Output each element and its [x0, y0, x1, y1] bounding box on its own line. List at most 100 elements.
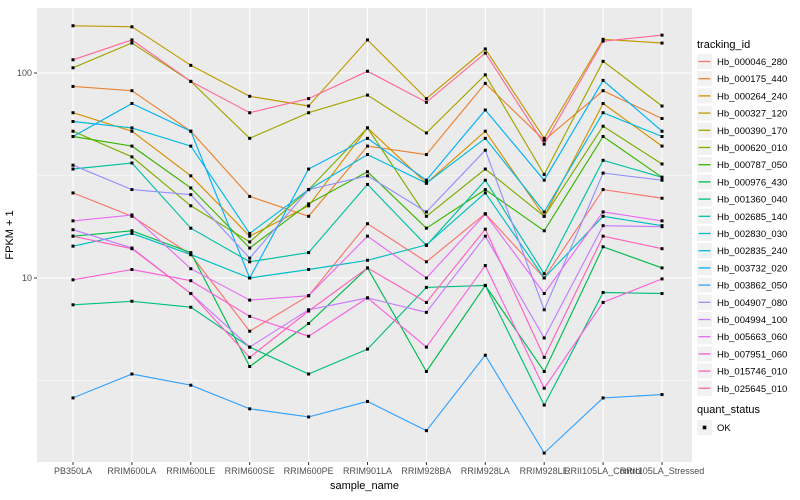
- data-point: [71, 24, 75, 28]
- y-tick-label: 10: [22, 273, 32, 283]
- legend-item-label: Hb_000620_010: [717, 143, 787, 154]
- legend-item-label: Hb_000787_050: [717, 160, 787, 171]
- legend-item: Hb_001360_040: [697, 191, 787, 207]
- y-tick-label: 100: [17, 68, 32, 78]
- data-point: [601, 59, 605, 63]
- data-point: [307, 321, 311, 325]
- data-point: [366, 93, 369, 97]
- data-point: [542, 272, 546, 276]
- data-point: [660, 196, 664, 200]
- data-point: [660, 393, 664, 397]
- data-point: [248, 136, 252, 140]
- data-point: [660, 135, 664, 139]
- data-point: [248, 231, 252, 235]
- data-point: [71, 303, 75, 307]
- data-point: [307, 309, 311, 313]
- data-point: [189, 226, 193, 230]
- data-point: [542, 355, 546, 359]
- legend-item-label: Hb_000976_430: [717, 177, 787, 188]
- data-point: [307, 204, 311, 208]
- data-point: [189, 193, 193, 197]
- legend-item-label: Hb_001360_040: [717, 195, 787, 206]
- data-point: [483, 283, 487, 287]
- data-point: [366, 136, 369, 140]
- data-point: [424, 345, 428, 349]
- data-point: [189, 292, 193, 296]
- legend-item: Hb_002830_030: [697, 226, 787, 241]
- data-point: [601, 124, 605, 128]
- legend-item: Hb_007951_060: [697, 346, 787, 362]
- data-point: [483, 51, 487, 55]
- legend-item-label: Hb_015746_010: [717, 367, 787, 378]
- data-point: [483, 47, 487, 51]
- x-tick-label: RRIM600SE: [225, 466, 275, 476]
- data-point: [248, 256, 252, 260]
- data-point: [366, 234, 369, 238]
- data-point: [542, 292, 546, 296]
- data-point: [307, 111, 311, 115]
- data-point: [424, 429, 428, 433]
- series-points: [71, 24, 664, 455]
- data-point: [483, 148, 487, 152]
- data-point: [542, 336, 546, 340]
- legend-item-label: Hb_003732_020: [717, 263, 787, 274]
- x-tick-label: RRIM600LA: [107, 466, 156, 476]
- data-point: [189, 279, 193, 283]
- data-point: [660, 162, 664, 166]
- data-point: [424, 276, 428, 280]
- data-point: [601, 188, 605, 192]
- data-point: [71, 66, 75, 70]
- data-point: [424, 178, 428, 182]
- data-point: [130, 299, 134, 303]
- data-point: [660, 175, 664, 179]
- data-point: [130, 155, 134, 159]
- data-point: [483, 227, 487, 231]
- data-point: [248, 365, 252, 369]
- data-point: [542, 142, 546, 146]
- legend-key-point: [702, 425, 707, 430]
- legend-item: Hb_000046_280: [697, 54, 787, 69]
- x-tick-label: RRIM928LE: [520, 466, 569, 476]
- data-point: [189, 383, 193, 387]
- data-point: [248, 234, 252, 238]
- data-point: [660, 116, 664, 120]
- data-point: [424, 210, 428, 214]
- legend-item-label: Hb_000327_120: [717, 109, 787, 120]
- data-point: [601, 290, 605, 294]
- legend-item: Hb_000620_010: [697, 140, 787, 155]
- legend-item: Hb_000976_430: [697, 174, 787, 190]
- data-point: [248, 314, 252, 318]
- data-point: [71, 135, 75, 139]
- data-point: [189, 305, 193, 309]
- data-point: [130, 268, 134, 272]
- data-point: [130, 213, 134, 217]
- data-point: [542, 403, 546, 407]
- data-point: [542, 214, 546, 218]
- x-tick-label: RRII105LA_Stressed: [620, 466, 705, 476]
- data-point: [366, 170, 369, 174]
- legend-item: Hb_000264_240: [697, 88, 787, 104]
- legend-item-label: Hb_000046_280: [717, 57, 787, 68]
- data-point: [71, 84, 75, 88]
- legend-item: Hb_000327_120: [697, 105, 787, 121]
- data-point: [601, 234, 605, 238]
- data-point: [542, 210, 546, 214]
- data-point: [483, 178, 487, 182]
- data-point: [601, 78, 605, 82]
- data-point: [366, 266, 369, 270]
- data-point: [601, 135, 605, 139]
- data-point: [660, 247, 664, 251]
- data-point: [248, 345, 252, 349]
- data-point: [71, 396, 75, 400]
- data-point: [71, 129, 75, 133]
- data-point: [189, 79, 193, 83]
- data-point: [130, 372, 134, 376]
- x-tick-label: PB350LA: [54, 466, 92, 476]
- data-point: [366, 399, 369, 403]
- data-point: [71, 111, 75, 115]
- data-point: [248, 240, 252, 244]
- data-point: [424, 226, 428, 230]
- data-point: [130, 144, 134, 148]
- data-point: [130, 231, 134, 235]
- data-point: [366, 296, 369, 300]
